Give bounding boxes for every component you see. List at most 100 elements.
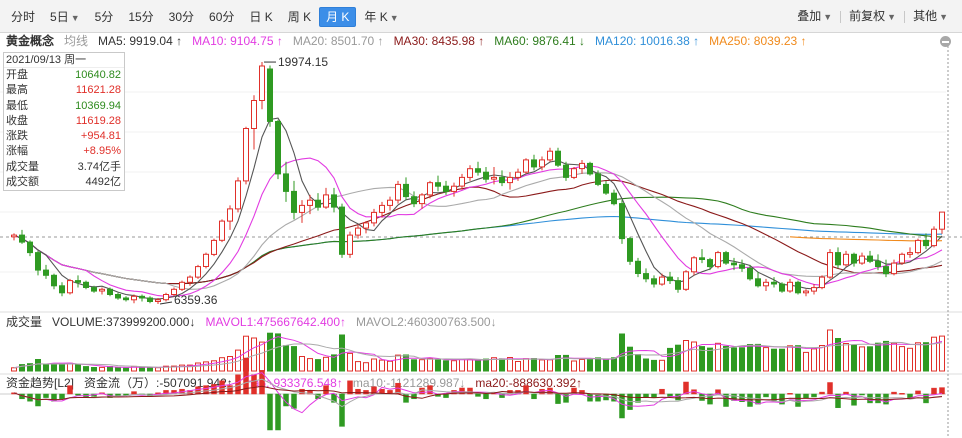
flow-bar-up xyxy=(363,390,369,395)
tab-period[interactable]: 月 K xyxy=(319,7,357,27)
tab-label: 30分 xyxy=(168,10,195,24)
candle-down xyxy=(779,283,785,292)
candle-down xyxy=(483,171,489,180)
candle-down xyxy=(499,176,505,184)
volume-bar-up xyxy=(419,359,425,372)
infobox-row: 最低 10369.94 xyxy=(4,99,124,114)
candle-up xyxy=(219,220,225,241)
candle-down xyxy=(675,280,681,290)
volume-bar-up xyxy=(451,360,457,372)
infobox-value: 10369.94 xyxy=(75,99,121,112)
candle-up xyxy=(347,234,353,255)
flow-bar-down xyxy=(59,393,65,400)
infobox-row: 涨跌 +954.81 xyxy=(4,129,124,144)
candle-up xyxy=(579,162,585,170)
candle-down xyxy=(443,185,449,192)
flow-bar-up xyxy=(299,388,305,395)
volume-bar-down xyxy=(403,354,409,372)
candle-up xyxy=(763,281,769,287)
candle-up xyxy=(395,183,401,201)
volume-bar-up xyxy=(371,358,377,372)
flow-bar-up xyxy=(659,388,665,395)
tab-period[interactable]: 分时 xyxy=(4,7,42,27)
main-legend: 黄金概念 均线 MA5: 9919.04 ↑ MA10: 9104.75 ↑ MA2… xyxy=(6,33,817,50)
volume-bar-down xyxy=(699,346,705,372)
volume-bar-down xyxy=(739,347,745,372)
infobox-row: 成交量 3.74亿手 xyxy=(4,160,124,175)
tab-label: 周 K xyxy=(287,10,312,24)
candle-down xyxy=(475,168,481,173)
volume-bar-down xyxy=(483,358,489,372)
candle-down xyxy=(667,276,673,282)
candle-down xyxy=(35,252,41,271)
tab-period[interactable]: 5日 ▼ xyxy=(43,7,87,27)
candle-down xyxy=(43,269,49,276)
volume-bar-up xyxy=(195,362,201,372)
candle-down xyxy=(291,190,297,213)
volume-bar-up xyxy=(363,362,369,372)
infobox-row: 开盘 10640.82 xyxy=(4,68,124,83)
candle-up xyxy=(939,211,945,230)
candle-up xyxy=(371,211,377,224)
tab-label: 15分 xyxy=(128,10,154,24)
infobox-value: 11619.28 xyxy=(75,114,121,127)
flow-bar-up xyxy=(899,393,905,395)
candle-up xyxy=(931,228,937,247)
tab-period[interactable]: 日 K xyxy=(242,7,279,27)
tab-period[interactable]: 60分 xyxy=(202,7,241,27)
flow-bar-up xyxy=(683,381,689,395)
toolbar-right-controls: 叠加 ▼ 前复权 ▼ 其他 ▼ xyxy=(791,7,954,25)
overlay-dropdown[interactable]: 叠加 ▼ xyxy=(791,7,838,25)
volume-bar-down xyxy=(555,355,561,372)
volume-bar-up xyxy=(163,365,169,372)
volume-bar-up xyxy=(931,336,937,372)
candle-up xyxy=(187,276,193,283)
tab-period[interactable]: 15分 xyxy=(121,7,160,27)
flow-bar-up xyxy=(251,374,257,395)
candle-up xyxy=(203,253,209,268)
infobox-date: 2021/09/13 周一 xyxy=(4,53,124,68)
candle-down xyxy=(755,278,761,287)
tab-period[interactable]: 5分 xyxy=(88,7,121,27)
infobox-value: 10640.82 xyxy=(75,69,121,81)
flow-bar-up xyxy=(915,390,921,395)
candle-up xyxy=(907,252,913,255)
volume-bar-up xyxy=(179,364,185,372)
overlay-label: 叠加 xyxy=(797,9,822,23)
flow-bar-down xyxy=(835,393,841,408)
ma-type-label[interactable]: 均线 xyxy=(64,34,89,48)
index-name: 黄金概念 xyxy=(6,34,55,48)
tab-label: 5日 xyxy=(50,10,69,24)
candle-down xyxy=(851,253,857,264)
flow-bar-up xyxy=(355,388,361,395)
volume-bar-up xyxy=(299,356,305,372)
volume-bar-up xyxy=(355,361,361,372)
other-dropdown[interactable]: 其他 ▼ xyxy=(907,7,954,25)
kline-chart[interactable]: 19974.15 6359.36 xyxy=(0,32,962,438)
tab-period[interactable]: 年 K ▼ xyxy=(357,7,405,27)
volume-bar-up xyxy=(939,335,945,372)
candle-down xyxy=(115,294,121,299)
volume-bar-down xyxy=(779,348,785,372)
candle-down xyxy=(699,257,705,261)
volume-bar-up xyxy=(539,359,545,372)
tab-period[interactable]: 30分 xyxy=(162,7,201,27)
volume-bar-down xyxy=(91,367,97,372)
candle-up xyxy=(195,266,201,278)
flow-bar-down xyxy=(675,393,681,401)
main-settings-icon[interactable] xyxy=(940,36,951,47)
candle-up xyxy=(387,199,393,206)
adjust-dropdown[interactable]: 前复权 ▼ xyxy=(843,7,902,25)
volume-bar-up xyxy=(859,346,865,372)
tab-period[interactable]: 周 K xyxy=(281,7,318,27)
candle-down xyxy=(123,297,129,301)
volume-bar-down xyxy=(35,359,41,372)
candle-down xyxy=(315,199,321,208)
candle-up xyxy=(899,253,905,264)
candle-down xyxy=(563,164,569,178)
candle-down xyxy=(795,281,801,294)
flow-bar-up xyxy=(467,387,473,395)
candle-down xyxy=(411,196,417,205)
candle-down xyxy=(635,260,641,275)
